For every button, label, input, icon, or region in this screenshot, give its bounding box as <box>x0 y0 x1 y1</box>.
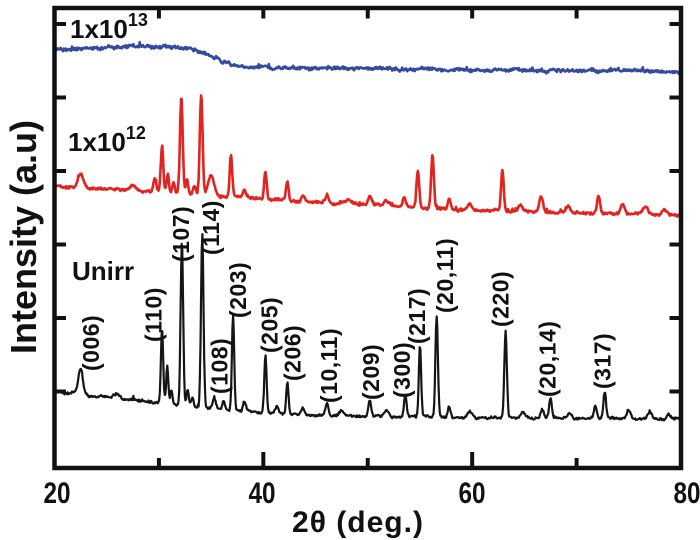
peak-label: (217) <box>404 288 430 344</box>
peak-label: (110) <box>141 287 167 342</box>
x-axis-title: 2θ (deg.) <box>292 506 424 539</box>
peak-label: (203) <box>225 262 251 318</box>
axis-ticks <box>56 9 680 467</box>
peak-label: (10,11) <box>316 328 342 403</box>
peak-label: (20,14) <box>534 321 560 397</box>
plot-border <box>52 5 684 471</box>
peak-label: (107) <box>168 206 194 262</box>
x-tick-label-60: 60 <box>459 477 486 510</box>
peak-labels: (006) (110)(107) (114) (108) (203)(205)(206)… <box>78 200 616 403</box>
x-tick-label-20: 20 <box>44 477 71 510</box>
peak-label: (209) <box>358 344 384 400</box>
series-label-unirr: Unirr <box>72 256 134 286</box>
y-axis-title: Intensity (a.u) <box>3 120 44 354</box>
peak-label: (220) <box>487 271 513 327</box>
series-curve-1x1013 <box>53 40 683 75</box>
series-curve-1x1012 <box>53 94 683 218</box>
peak-label: (006) <box>78 315 104 371</box>
peak-label: (205) <box>257 297 283 353</box>
series-curves <box>53 40 683 422</box>
series-label-1e12: 1x1012 <box>68 123 146 157</box>
x-tick-label-40: 40 <box>249 477 276 510</box>
peak-label: (114) <box>198 200 224 255</box>
series-label-1e13: 1x1013 <box>70 10 148 44</box>
peak-label: (317) <box>590 333 616 389</box>
peak-label: (20,11) <box>432 238 458 313</box>
peak-label: (206) <box>280 325 306 381</box>
plot-layers: (006) (110)(107) (114) (108) (203)(205)(206)… <box>53 9 683 467</box>
peak-label: (300) <box>389 342 415 398</box>
series-curve-unirr <box>53 233 683 422</box>
peak-label: (108) <box>206 338 232 394</box>
x-tick-label-80: 80 <box>674 477 700 510</box>
